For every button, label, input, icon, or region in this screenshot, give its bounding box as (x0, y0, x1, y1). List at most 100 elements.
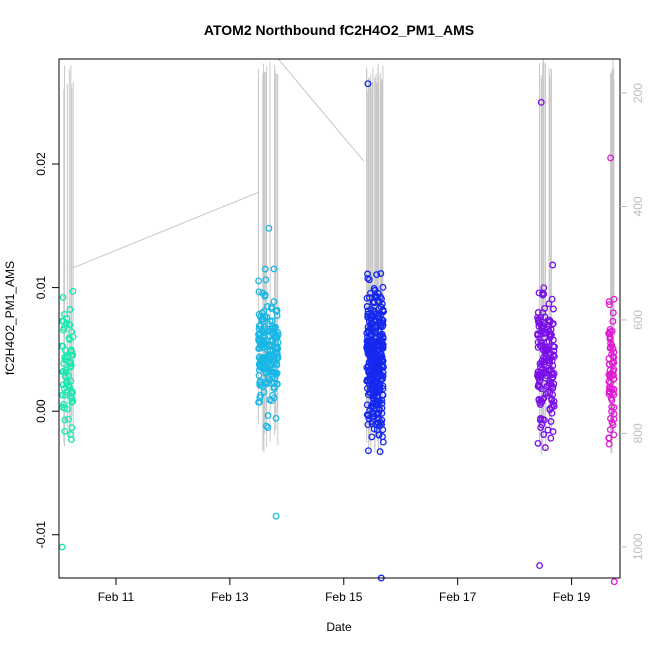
x-tick-label: Feb 15 (325, 590, 363, 604)
data-point (375, 340, 382, 347)
x-tick-label: Feb 13 (211, 590, 249, 604)
data-point (536, 342, 544, 350)
data-point (369, 307, 377, 314)
data-point (536, 416, 544, 424)
data-point (609, 389, 617, 397)
y-tick-label: 0.01 (34, 276, 48, 300)
data-point (371, 400, 379, 408)
x-tick-label: Feb 19 (553, 590, 591, 604)
y2-tick-label: 200 (631, 83, 645, 103)
data-point (365, 415, 373, 422)
data-point (545, 357, 553, 365)
data-point (273, 369, 281, 377)
y-tick-label: 0.00 (34, 399, 48, 423)
data-point (256, 336, 264, 344)
y-axis: -0.01 0.00 0.01 0.02 (34, 152, 59, 548)
data-point (374, 419, 382, 427)
data-point (274, 345, 282, 352)
data-point (272, 370, 280, 378)
data-point (69, 287, 77, 295)
data-point (59, 403, 67, 411)
data-point (544, 317, 552, 324)
y2-tick-label: 400 (631, 196, 645, 216)
data-point (61, 310, 68, 318)
data-point (375, 409, 383, 417)
data-point (262, 422, 270, 430)
data-point (368, 408, 376, 416)
data-point (59, 293, 67, 301)
data-point (66, 321, 74, 329)
altitude-transit-line (70, 191, 259, 270)
data-point (61, 427, 69, 435)
data-point (378, 316, 386, 324)
data-point (607, 154, 615, 162)
data-point (536, 562, 544, 570)
data-point (549, 373, 557, 381)
data-point (370, 385, 378, 393)
data-point (68, 328, 76, 336)
data-point (263, 360, 271, 368)
data-point (379, 333, 387, 341)
data-point (273, 348, 281, 356)
data-point (548, 295, 556, 303)
data-point (539, 291, 547, 299)
data-point (610, 375, 618, 383)
data-point (264, 424, 272, 431)
data-point (364, 447, 372, 455)
data-point (605, 387, 613, 395)
data-point (255, 360, 263, 368)
data-point (364, 80, 372, 88)
data-point (376, 397, 384, 405)
data-point (59, 391, 67, 399)
data-point (545, 380, 553, 388)
data-point (264, 320, 272, 328)
data-point (365, 294, 373, 302)
data-point (543, 344, 551, 351)
y2-tick-label: 600 (631, 310, 645, 330)
data-point (545, 330, 553, 338)
data-point (375, 431, 383, 439)
data-point (538, 324, 546, 332)
data-points (58, 80, 618, 586)
data-point (606, 343, 614, 351)
data-point (364, 274, 372, 282)
data-point (609, 309, 617, 317)
data-point (537, 313, 544, 321)
data-point (375, 312, 382, 320)
data-point (379, 357, 387, 365)
data-point (376, 381, 384, 389)
data-point (257, 313, 264, 321)
data-point (272, 414, 280, 422)
data-point (610, 357, 618, 365)
data-point (62, 368, 70, 376)
data-point (549, 320, 557, 328)
data-point (256, 321, 264, 329)
data-point (363, 401, 371, 409)
data-point (537, 338, 545, 346)
data-point (261, 265, 269, 273)
data-point (255, 288, 263, 296)
y2-tick-label: 800 (631, 423, 645, 443)
y-axis-label: fC2H4O2_PM1_AMS (3, 261, 17, 375)
data-point (606, 330, 614, 338)
data-point (368, 338, 376, 346)
y2-tick-label: 1000 (631, 533, 645, 560)
data-point (549, 428, 557, 436)
data-point (262, 276, 270, 284)
data-point (270, 298, 278, 306)
data-point (546, 367, 554, 375)
data-point (371, 287, 379, 294)
data-point (273, 361, 281, 369)
data-point (376, 405, 384, 413)
data-point (550, 347, 558, 355)
data-point (267, 327, 274, 335)
data-point (58, 543, 66, 551)
data-point (610, 348, 618, 356)
altitude-transit-line (277, 58, 365, 162)
data-point (376, 448, 384, 456)
data-point (61, 346, 69, 354)
data-point (262, 368, 270, 376)
data-point (377, 270, 385, 277)
data-point (608, 396, 616, 404)
data-point (263, 340, 271, 348)
